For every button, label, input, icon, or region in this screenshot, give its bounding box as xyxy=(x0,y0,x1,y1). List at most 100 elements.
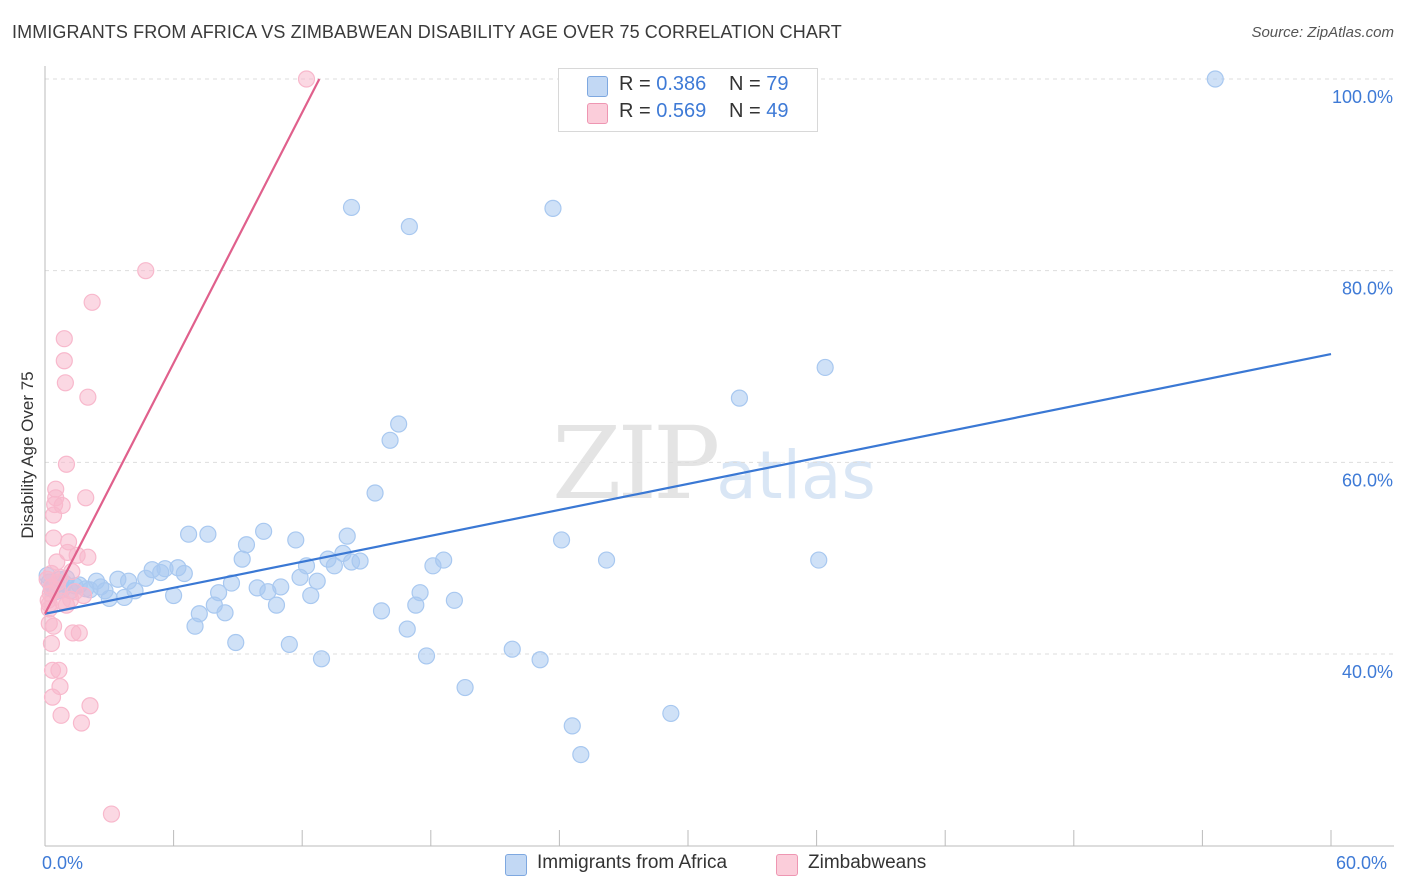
data-point xyxy=(199,525,217,543)
data-point xyxy=(398,620,416,638)
data-point xyxy=(544,199,562,217)
data-point xyxy=(77,489,95,507)
data-point xyxy=(342,198,361,217)
data-point xyxy=(255,522,273,540)
legend-swatch-africa xyxy=(505,854,527,876)
data-point xyxy=(210,584,228,602)
data-point xyxy=(51,677,69,696)
stats-legend-box: R = 0.386 N = 79 R = 0.569 N = 49 xyxy=(558,68,818,132)
stats-r-label: R = xyxy=(619,73,651,95)
data-point xyxy=(70,624,88,642)
data-point xyxy=(50,661,68,679)
data-point xyxy=(597,551,616,569)
data-point xyxy=(72,714,91,732)
data-point xyxy=(297,70,316,88)
data-point xyxy=(381,431,399,449)
stats-n-label: N = xyxy=(729,100,761,122)
data-point xyxy=(572,746,590,764)
data-point xyxy=(233,550,251,568)
data-point xyxy=(237,536,256,554)
data-point xyxy=(190,605,208,623)
stats-r-label: R = xyxy=(619,100,651,122)
y-tick-label: 80.0% xyxy=(1342,279,1393,299)
series-zimbabweans xyxy=(38,70,316,823)
data-point xyxy=(227,633,245,652)
data-point xyxy=(216,604,234,622)
stats-swatch-africa xyxy=(587,76,608,97)
trend-line-zimbabweans xyxy=(44,78,321,615)
data-point xyxy=(411,584,429,602)
data-point xyxy=(74,586,93,605)
data-point xyxy=(79,548,97,566)
watermark-zip: ZIP xyxy=(552,405,720,522)
source-label: Source: ZipAtlas.com xyxy=(1251,24,1394,41)
legend-swatch-zimbabweans xyxy=(776,854,798,876)
legend-label-zimbabweans: Zimbabweans xyxy=(808,852,927,873)
data-point xyxy=(400,217,418,236)
trend-lines xyxy=(44,78,1332,615)
stats-n-label: N = xyxy=(729,73,761,95)
y-tick-label: 100.0% xyxy=(1332,87,1393,107)
y-axis-label: Disability Age Over 75 xyxy=(18,371,37,539)
data-point xyxy=(267,596,286,614)
data-point xyxy=(816,358,834,377)
data-point xyxy=(312,650,331,668)
data-point xyxy=(302,586,320,605)
data-point xyxy=(308,572,326,590)
data-point xyxy=(730,389,749,407)
data-point xyxy=(100,589,118,608)
data-point xyxy=(175,564,193,583)
data-point xyxy=(81,697,99,715)
data-point xyxy=(445,591,463,609)
stats-r-value: 0.569 xyxy=(656,100,707,122)
data-point xyxy=(563,717,581,735)
data-point xyxy=(55,352,73,370)
data-point xyxy=(351,552,369,570)
data-point xyxy=(456,678,474,697)
data-point xyxy=(552,531,571,549)
data-point xyxy=(180,525,198,543)
trend-line-africa xyxy=(44,352,1332,615)
data-point xyxy=(44,529,63,547)
x-tick-label-min: 0.0% xyxy=(42,853,84,873)
y-tick-label: 60.0% xyxy=(1342,470,1393,490)
data-point xyxy=(417,647,436,665)
data-point xyxy=(53,496,71,515)
data-point xyxy=(503,640,521,658)
data-point xyxy=(280,635,298,654)
series-immigrants-from-africa xyxy=(38,70,1224,764)
data-point xyxy=(372,602,391,620)
data-point xyxy=(42,634,61,653)
y-tick-labels: 40.0% 60.0% 80.0% 100.0% xyxy=(1332,87,1393,682)
data-point xyxy=(55,330,73,348)
data-point xyxy=(83,293,101,311)
data-point xyxy=(57,455,76,473)
grid-lines xyxy=(45,78,1394,655)
data-point xyxy=(810,551,828,569)
data-point xyxy=(287,531,305,549)
data-point xyxy=(366,484,384,502)
data-point xyxy=(272,578,290,596)
stats-n-value: 79 xyxy=(766,73,789,95)
data-point xyxy=(338,527,356,545)
data-point xyxy=(531,651,549,669)
data-point xyxy=(390,415,408,433)
legend-label-africa: Immigrants from Africa xyxy=(537,852,728,873)
data-point xyxy=(102,805,121,823)
data-point xyxy=(325,557,343,575)
x-tick-label-max: 60.0% xyxy=(1336,853,1388,873)
stats-swatch-zimbabweans xyxy=(587,103,608,124)
data-point xyxy=(56,374,74,392)
stats-n-value: 49 xyxy=(766,100,789,122)
data-point xyxy=(79,388,97,406)
data-point xyxy=(52,706,70,724)
data-point xyxy=(137,262,155,280)
data-point xyxy=(59,533,78,551)
y-tick-label: 40.0% xyxy=(1342,662,1393,682)
data-point xyxy=(435,551,453,569)
data-point xyxy=(1206,70,1224,88)
watermark-atlas: atlas xyxy=(716,437,876,514)
stats-r-value: 0.386 xyxy=(656,73,707,95)
chart-title: IMMIGRANTS FROM AFRICA VS ZIMBABWEAN DIS… xyxy=(12,22,842,42)
